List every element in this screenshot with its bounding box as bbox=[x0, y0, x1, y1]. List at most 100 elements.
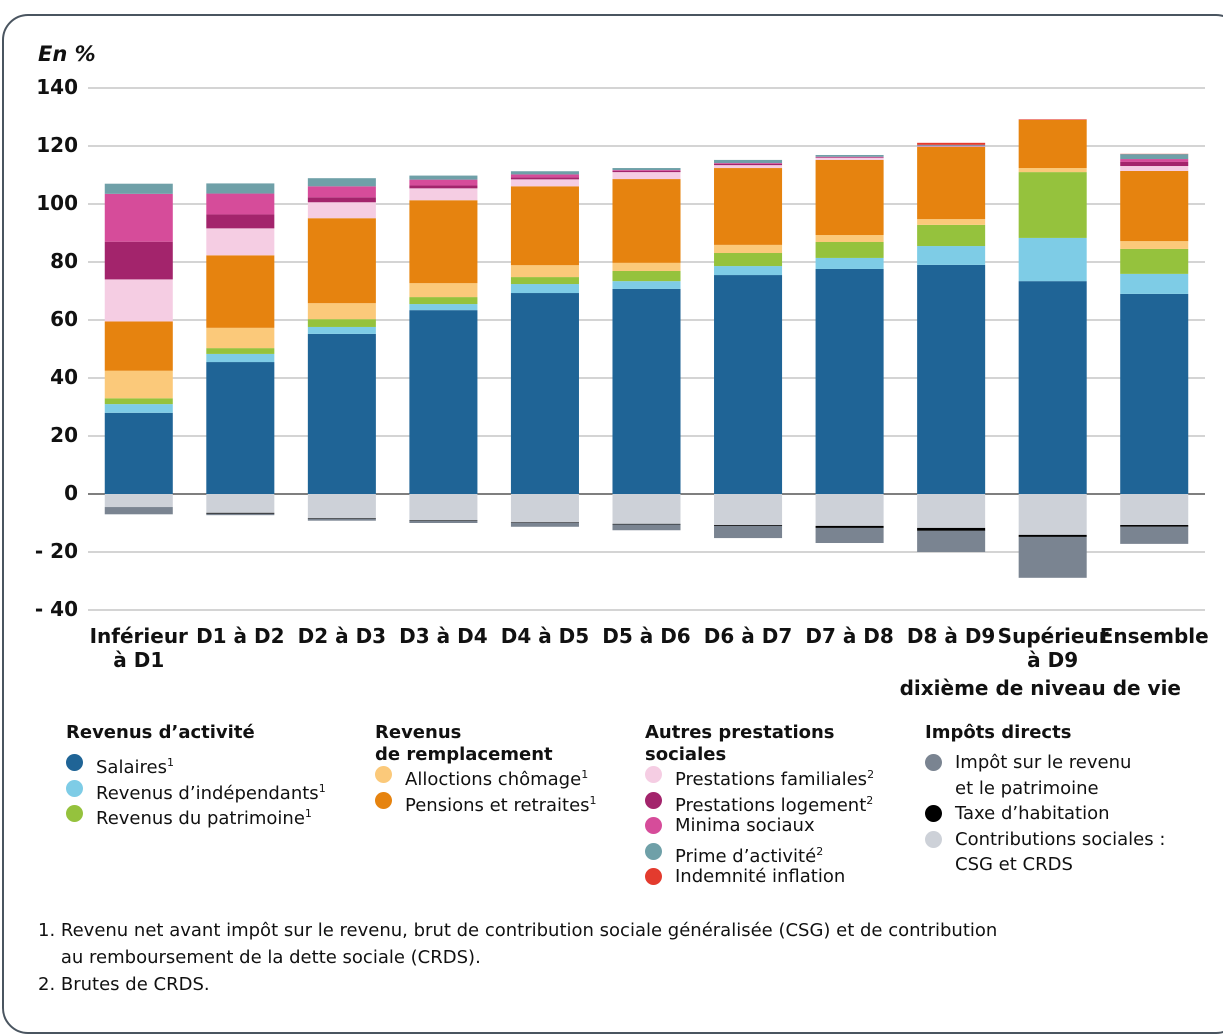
bar-segment bbox=[409, 521, 477, 523]
y-tick-label: 80 bbox=[8, 251, 78, 271]
legend-label: Indemnité inflation bbox=[675, 866, 845, 887]
x-tick-label: D7 à D8 bbox=[795, 624, 905, 648]
legend-marker bbox=[375, 792, 392, 809]
bar-segment bbox=[612, 271, 680, 281]
legend-marker bbox=[645, 817, 662, 834]
bar-segment bbox=[206, 228, 274, 255]
legend-item: Taxe d’habitation bbox=[955, 801, 1110, 827]
bar-segment bbox=[714, 525, 782, 526]
bar-segment bbox=[816, 155, 884, 157]
legend-note: 1 bbox=[319, 782, 326, 795]
legend-marker bbox=[66, 805, 83, 822]
bar-segment bbox=[511, 171, 579, 174]
legend-label: Impôt sur le revenu et le patrimoine bbox=[955, 752, 1131, 799]
bar-segment bbox=[714, 494, 782, 525]
bar-segment bbox=[206, 362, 274, 494]
legend-marker bbox=[925, 831, 942, 848]
y-tick-label: 140 bbox=[8, 77, 78, 97]
legend-marker bbox=[645, 766, 662, 783]
legend-item: Revenus du patrimoine1 bbox=[96, 801, 312, 832]
bar-segment bbox=[816, 494, 884, 526]
y-tick-label: 100 bbox=[8, 193, 78, 213]
legend-group-title: Autres prestations sociales bbox=[645, 722, 835, 766]
bar-segment bbox=[511, 277, 579, 284]
bar-segment bbox=[511, 494, 579, 522]
x-axis-label: dixième de niveau de vie bbox=[900, 676, 1181, 700]
bar-segment bbox=[409, 188, 477, 200]
bar-segment bbox=[206, 514, 274, 515]
bar-segment bbox=[206, 328, 274, 348]
legend-marker bbox=[645, 868, 662, 885]
bar-segment bbox=[1019, 535, 1087, 537]
legend-item: Contributions sociales : CSG et CRDS bbox=[955, 827, 1165, 878]
legend-note: 2 bbox=[867, 768, 874, 781]
legend-marker bbox=[66, 780, 83, 797]
legend-group-title: Revenus d’activité bbox=[66, 722, 255, 744]
bar-segment bbox=[105, 194, 173, 242]
bar-segment bbox=[917, 147, 985, 219]
legend-item: Minima sociaux bbox=[675, 813, 815, 839]
x-tick-label: D1 à D2 bbox=[185, 624, 295, 648]
footnote: 2. Brutes de CRDS. bbox=[38, 971, 210, 998]
legend-marker bbox=[925, 805, 942, 822]
bar-segment bbox=[409, 180, 477, 186]
bar-segment bbox=[1120, 249, 1188, 274]
bar-segment bbox=[1120, 171, 1188, 241]
bar-segment bbox=[1120, 525, 1188, 527]
bar-segment bbox=[1019, 168, 1087, 172]
legend-marker bbox=[66, 754, 83, 771]
bar-segment bbox=[917, 143, 985, 145]
bar-segment bbox=[816, 160, 884, 235]
bar-segment bbox=[1019, 119, 1087, 120]
bar-segment bbox=[917, 146, 985, 147]
y-tick-label: 60 bbox=[8, 309, 78, 329]
bar-segment bbox=[1120, 494, 1188, 525]
bar-segment bbox=[105, 184, 173, 194]
legend-note: 1 bbox=[305, 807, 312, 820]
bar-segment bbox=[511, 186, 579, 265]
x-tick-label: Inférieur à D1 bbox=[84, 624, 194, 672]
bar-segment bbox=[612, 179, 680, 263]
legend-note: 2 bbox=[866, 794, 873, 807]
bar-segment bbox=[105, 494, 173, 507]
y-tick-label: 40 bbox=[8, 367, 78, 387]
bar-segment bbox=[714, 266, 782, 275]
bar-segment bbox=[612, 172, 680, 179]
bar-segment bbox=[714, 245, 782, 253]
bar-segment bbox=[409, 494, 477, 520]
y-axis-label: En % bbox=[38, 42, 96, 66]
bar-segment bbox=[714, 253, 782, 266]
bar-segment bbox=[511, 265, 579, 277]
bar-segment bbox=[308, 202, 376, 218]
bar-segment bbox=[1120, 162, 1188, 166]
bar-segment bbox=[816, 269, 884, 494]
legend-marker bbox=[925, 754, 942, 771]
bar-segment bbox=[917, 145, 985, 146]
bar-segment bbox=[308, 518, 376, 519]
bar-segment bbox=[105, 321, 173, 370]
bar-segment bbox=[612, 263, 680, 271]
bar-segment bbox=[409, 520, 477, 521]
bar-segment bbox=[105, 404, 173, 413]
bar-segment bbox=[511, 522, 579, 523]
bar-segment bbox=[1120, 241, 1188, 249]
bar-segment bbox=[206, 348, 274, 354]
legend-marker bbox=[375, 766, 392, 783]
legend-label: Minima sociaux bbox=[675, 815, 815, 836]
bar-segment bbox=[511, 284, 579, 293]
bar-segment bbox=[1019, 120, 1087, 168]
bar-segment bbox=[612, 168, 680, 170]
bar-segment bbox=[308, 303, 376, 319]
bar-segment bbox=[714, 168, 782, 245]
bar-segment bbox=[105, 398, 173, 404]
legend-note: 1 bbox=[167, 756, 174, 769]
legend-group-title: Impôts directs bbox=[925, 722, 1071, 744]
bar-segment bbox=[206, 194, 274, 215]
bar-segment bbox=[409, 176, 477, 180]
bar-segment bbox=[206, 513, 274, 514]
bar-segment bbox=[714, 526, 782, 538]
bar-segment bbox=[612, 171, 680, 172]
bar-segment bbox=[409, 310, 477, 494]
bar-segment bbox=[612, 494, 680, 524]
